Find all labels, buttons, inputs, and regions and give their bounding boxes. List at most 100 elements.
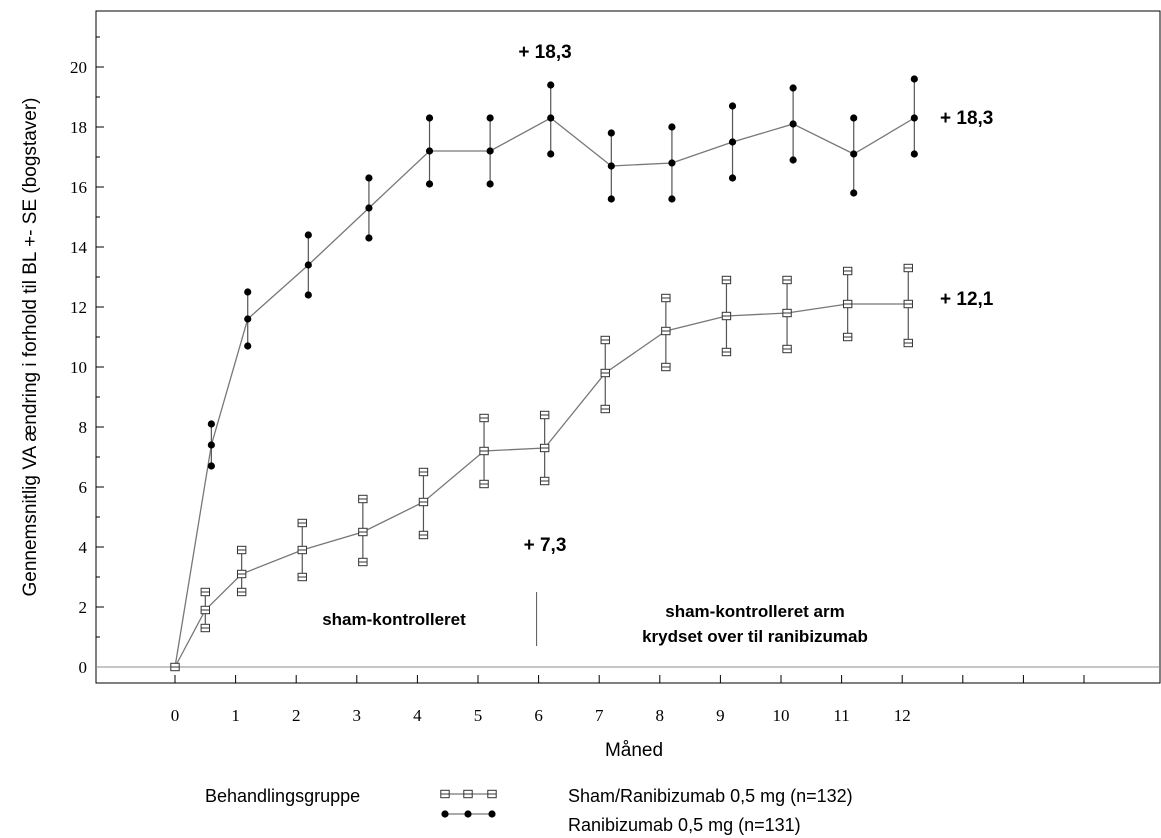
data-point-marker — [304, 291, 312, 299]
data-point — [539, 410, 550, 486]
data-point — [486, 114, 494, 188]
data-point-marker — [661, 293, 671, 303]
data-point-marker — [207, 462, 215, 470]
data-point — [782, 275, 792, 354]
data-point-marker — [607, 129, 615, 137]
data-point-marker — [842, 332, 853, 342]
data-point-marker — [358, 527, 368, 537]
data-point — [207, 420, 215, 470]
data-point-marker — [244, 315, 252, 323]
data-point — [170, 662, 180, 672]
y-tick-label: 16 — [70, 178, 87, 197]
data-point-marker — [903, 299, 913, 309]
data-point-marker — [365, 204, 373, 212]
legend-label-sham: Sham/Ranibizumab 0,5 mg (n=132) — [568, 786, 853, 806]
y-tick-label: 0 — [79, 658, 88, 677]
data-point-marker — [418, 497, 429, 507]
x-tick-label: 5 — [474, 706, 483, 725]
data-point-marker — [170, 662, 180, 672]
data-point-marker — [600, 335, 610, 345]
x-tick-label: 4 — [413, 706, 422, 725]
x-tick-label: 0 — [171, 706, 180, 725]
data-point-marker — [607, 195, 615, 203]
data-point — [789, 84, 797, 164]
data-point-marker — [842, 299, 853, 309]
x-tick-label: 9 — [716, 706, 725, 725]
data-point-marker — [479, 446, 489, 456]
phase-label-right-line1: sham-kontrolleret arm — [665, 602, 845, 621]
data-point-marker — [425, 180, 434, 188]
y-tick-label: 14 — [70, 238, 88, 257]
data-point-marker — [487, 789, 497, 799]
data-point-marker — [479, 413, 489, 423]
data-point — [200, 587, 211, 633]
data-point-marker — [425, 114, 434, 122]
data-point-marker — [661, 362, 671, 372]
data-point-marker — [547, 150, 555, 158]
data-point-marker — [850, 114, 858, 122]
data-point-marker — [782, 275, 792, 285]
data-point-marker — [668, 195, 676, 203]
data-point-marker — [782, 308, 792, 318]
data-point-marker — [297, 518, 307, 528]
legend-title: Behandlingsgruppe — [205, 786, 360, 806]
data-point-marker — [304, 231, 312, 239]
data-point-marker — [440, 789, 450, 799]
y-axis-title: Gennemsnitlig VA ændring i forhold til B… — [20, 98, 41, 597]
data-point-marker — [850, 189, 858, 197]
data-point-marker — [479, 479, 489, 489]
data-point-marker — [782, 344, 792, 354]
data-point-marker — [721, 275, 732, 285]
x-tick-label: 3 — [353, 706, 362, 725]
annotation-sham-month12: + 12,1 — [940, 289, 994, 310]
x-axis-ticks: 0 1 2 3 4 5 6 7 8 9 10 11 12 — [171, 675, 1085, 725]
plot-frame — [95, 10, 1161, 684]
data-point-marker — [721, 347, 732, 357]
data-point-marker — [789, 120, 797, 128]
data-point-marker — [486, 114, 494, 122]
series-line — [174, 117, 915, 668]
legend-label-ranibizumab: Ranibizumab 0,5 mg (n=131) — [568, 815, 801, 835]
data-point-marker — [200, 623, 211, 633]
data-point-marker — [728, 174, 737, 182]
data-point-marker — [441, 810, 449, 818]
phase-label-left: sham-kontrolleret — [322, 610, 466, 629]
data-point-marker — [425, 147, 434, 155]
data-point-marker — [244, 342, 252, 350]
data-point-marker — [365, 174, 373, 182]
data-point-marker — [486, 147, 494, 155]
data-point-marker — [789, 156, 797, 164]
data-point-marker — [600, 368, 610, 378]
data-point-marker — [486, 180, 494, 188]
y-axis-ticks: 0 2 4 6 8 10 12 14 16 18 20 — [70, 36, 104, 677]
data-point — [479, 413, 489, 489]
data-point — [418, 467, 429, 540]
x-tick-label: 10 — [773, 706, 790, 725]
data-point-marker — [728, 138, 737, 146]
annotation-ranibizumab-month12: + 18,3 — [940, 108, 993, 129]
data-point-marker — [365, 234, 373, 242]
data-point-marker — [488, 810, 496, 818]
y-tick-label: 20 — [70, 58, 87, 77]
series-sham — [170, 263, 913, 672]
data-point-marker — [842, 266, 853, 276]
data-point-marker — [358, 494, 368, 504]
x-tick-label: 7 — [595, 706, 604, 725]
y-tick-label: 18 — [70, 118, 87, 137]
data-point-marker — [789, 84, 797, 92]
data-point-marker — [236, 587, 247, 597]
data-point-marker — [297, 545, 307, 555]
x-tick-label: 11 — [833, 706, 849, 725]
data-point-marker — [539, 476, 550, 486]
data-point — [297, 518, 307, 582]
data-point-marker — [903, 338, 913, 348]
data-point-marker — [236, 545, 247, 555]
data-point — [668, 123, 676, 203]
data-point-marker — [463, 789, 473, 799]
series-ranibizumab — [171, 75, 918, 671]
data-point-marker — [418, 530, 429, 540]
y-tick-label: 4 — [79, 538, 88, 557]
series-layer — [170, 75, 918, 672]
data-point-marker — [244, 288, 252, 296]
data-point-marker — [607, 162, 615, 170]
